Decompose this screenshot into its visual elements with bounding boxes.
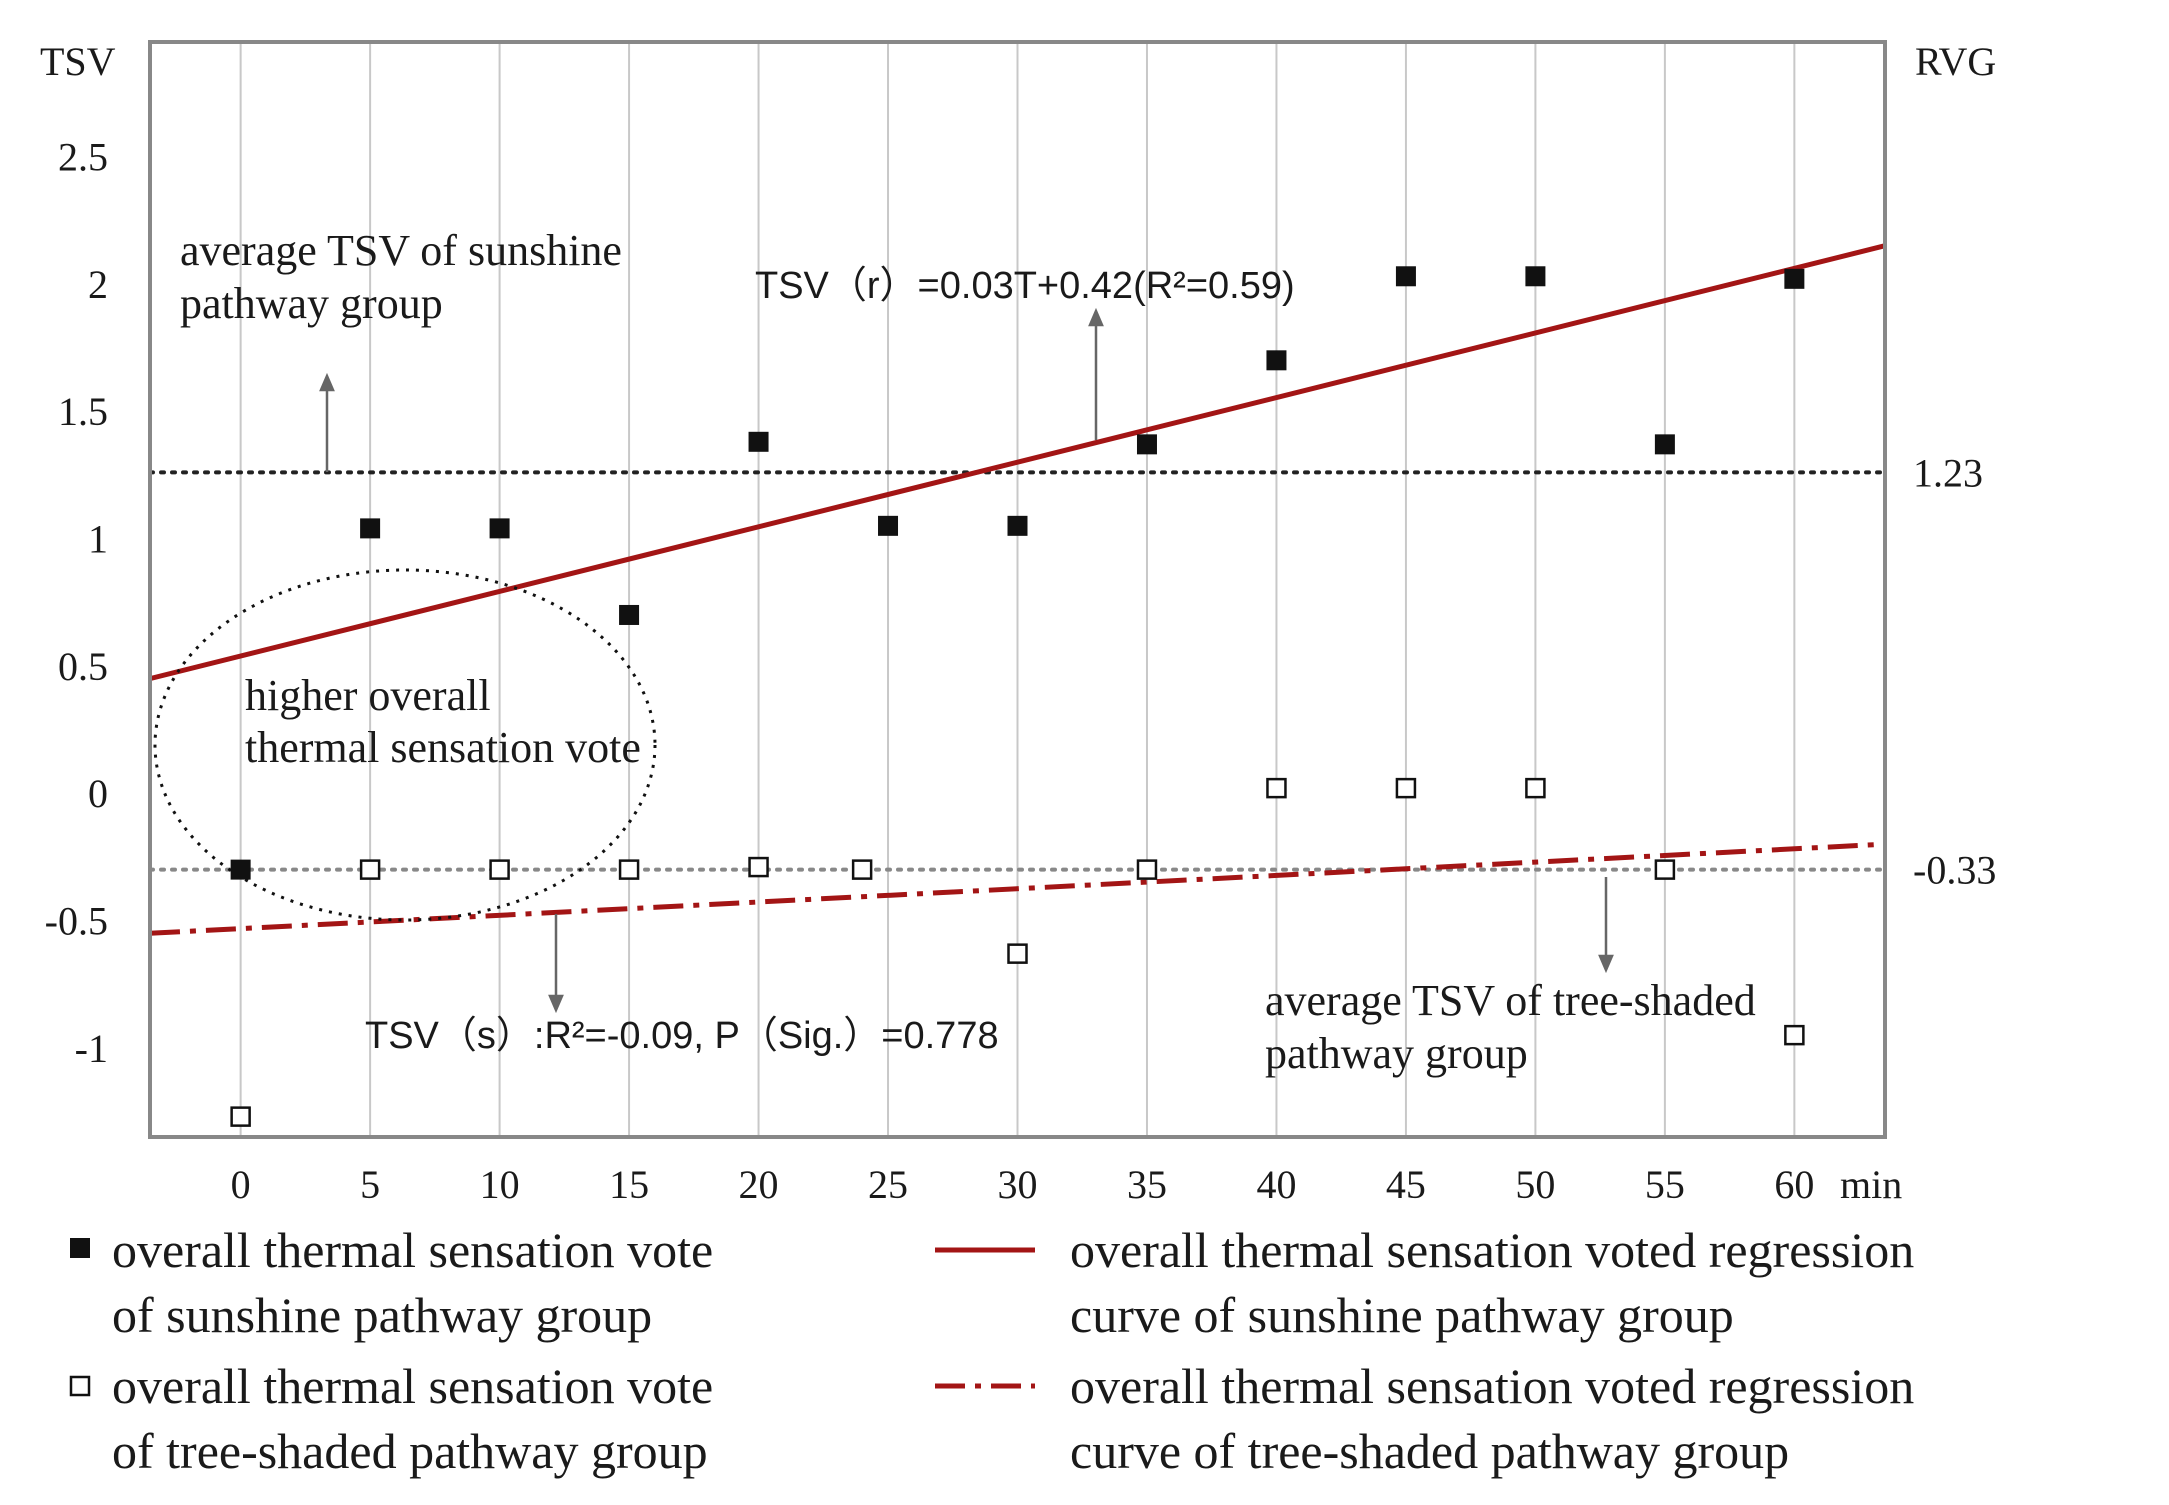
sun-avg-label-line2: pathway group — [180, 279, 443, 328]
legend-sun-points-line1: overall thermal sensation vote — [112, 1222, 713, 1278]
x-axis-unit: min — [1840, 1162, 1902, 1207]
sun-point-6 — [1007, 515, 1028, 536]
y-tick-label-0.5: 0.5 — [58, 644, 108, 689]
legend-shade-regression-line1: overall thermal sensation voted regressi… — [1070, 1358, 1914, 1414]
sun-point-12 — [1784, 268, 1805, 289]
circle-label-line1: higher overall — [245, 671, 491, 720]
sun-point-2 — [489, 518, 510, 539]
shade-point-6 — [1007, 943, 1028, 964]
avg-value-label-0: 1.23 — [1913, 450, 1983, 495]
annotation-arrows — [319, 307, 1614, 1014]
y-tick-label-2.5: 2.5 — [58, 135, 108, 180]
tick-labels: 0 5 10 15 20 25 30 35 40 45 50 55 60 2.5 2 1.5 1 0.5 0 -0.5… — [45, 135, 1815, 1207]
sun-point-10 — [1525, 266, 1546, 287]
x-tick-label-60: 60 — [1774, 1162, 1814, 1207]
shade-avg-arrowhead — [1598, 954, 1614, 974]
sun-point-7 — [1136, 434, 1157, 455]
shade-regression-stats: TSV（s）:R²=-0.09, P（Sig.）=0.778 — [365, 1015, 999, 1057]
legend-shade-regression-line2: curve of tree-shaded pathway group — [1070, 1423, 1789, 1479]
y-tick-label-1.5: 1.5 — [58, 389, 108, 434]
x-tick-label-5: 5 — [360, 1162, 380, 1207]
shade-point-1 — [359, 859, 381, 880]
shade-point-12 — [1784, 1024, 1805, 1046]
shade-avg-label-line1: average TSV of tree-shaded — [1265, 976, 1756, 1025]
shade-point-3 — [618, 859, 640, 880]
x-tick-label-0: 0 — [231, 1162, 251, 1207]
shade-point-5 — [851, 859, 873, 880]
sun-point-8 — [1266, 350, 1287, 371]
shade-point-0 — [230, 1106, 251, 1127]
sun-point-11 — [1654, 434, 1675, 455]
y-tick-label-2: 2 — [88, 262, 108, 307]
sun-point-9 — [1395, 266, 1416, 287]
legend-shade-points-line2: of tree-shaded pathway group — [112, 1423, 708, 1479]
shade-point-9 — [1395, 777, 1417, 799]
legend-shade-points-line1: overall thermal sensation vote — [112, 1358, 713, 1414]
reference-lines: 1.23 -0.33 — [148, 450, 1996, 893]
legend-sun-regression-line1: overall thermal sensation voted regressi… — [1070, 1222, 1914, 1278]
y-tick-label--1: -1 — [75, 1026, 108, 1071]
sun-point-4 — [748, 431, 769, 452]
shade-avg-label-line2: pathway group — [1265, 1029, 1528, 1078]
x-tick-label-10: 10 — [480, 1162, 520, 1207]
x-tick-label-15: 15 — [609, 1162, 649, 1207]
sun-regression-equation: TSV（r）=0.03T+0.42(R²=0.59) — [755, 265, 1295, 307]
x-tick-label-50: 50 — [1515, 1162, 1555, 1207]
y-axis-title: TSV — [40, 39, 116, 84]
shade-point-4 — [748, 856, 769, 878]
circle-label-line2: thermal sensation vote — [245, 723, 641, 772]
x-tick-label-45: 45 — [1386, 1162, 1426, 1207]
legend-sun-points-line2: of sunshine pathway group — [112, 1287, 652, 1343]
regression-line-0 — [149, 243, 1886, 682]
shade-point-10 — [1525, 777, 1546, 799]
legend-sun-regression-line2: curve of sunshine pathway group — [1070, 1287, 1734, 1343]
plot-frame — [148, 40, 1887, 1139]
x-tick-label-35: 35 — [1127, 1162, 1167, 1207]
legend: overall thermal sensation vote of sunshi… — [69, 1222, 1914, 1479]
sun-point-3 — [619, 604, 640, 625]
shade-point-2 — [489, 859, 510, 880]
legend-marker-shade-points — [69, 1375, 91, 1397]
x-tick-label-40: 40 — [1256, 1162, 1296, 1207]
sun-eq-arrowhead — [1088, 307, 1104, 327]
legend-marker-sun-points — [70, 1238, 90, 1258]
sun-avg-arrowhead — [319, 372, 335, 392]
vertical-gridlines — [239, 42, 1796, 1137]
highlight-circle — [153, 568, 657, 922]
shade-point-11 — [1654, 859, 1676, 880]
y-tick-label--0.5: -0.5 — [45, 899, 108, 944]
sun-point-1 — [360, 518, 381, 539]
x-tick-label-20: 20 — [739, 1162, 779, 1207]
sun-point-0 — [230, 859, 251, 880]
shade-eq-arrowhead — [548, 994, 564, 1014]
sun-point-5 — [878, 515, 899, 536]
sun-avg-label-line1: average TSV of sunshine — [180, 226, 622, 275]
right-axis-title: RVG — [1915, 39, 1996, 84]
data-points — [230, 266, 1805, 1127]
y-tick-label-0: 0 — [88, 771, 108, 816]
shade-point-7 — [1136, 859, 1158, 880]
x-tick-label-55: 55 — [1645, 1162, 1685, 1207]
avg-value-label-1: -0.33 — [1913, 848, 1996, 893]
y-tick-label-1: 1 — [88, 517, 108, 562]
x-tick-label-25: 25 — [868, 1162, 908, 1207]
shade-point-8 — [1266, 777, 1287, 799]
x-tick-label-30: 30 — [998, 1162, 1038, 1207]
